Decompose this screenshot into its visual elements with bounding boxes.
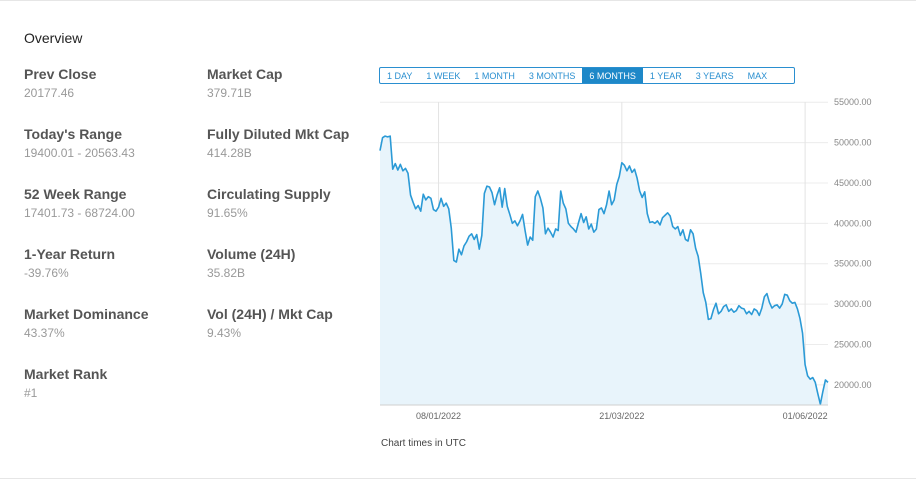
- stat-prev-close: Prev Close 20177.46: [24, 66, 204, 100]
- stat-value: 17401.73 - 68724.00: [24, 206, 135, 220]
- range-1-year-button[interactable]: 1 YEAR: [649, 70, 682, 81]
- stat-market-dominance: Market Dominance 43.37%: [24, 306, 204, 340]
- stat-value: 9.43%: [207, 326, 242, 340]
- range-1-week-button[interactable]: 1 WEEK: [426, 70, 461, 81]
- stat-value: -39.76%: [24, 266, 69, 280]
- stat-market-rank: Market Rank #1: [24, 366, 204, 400]
- stat-value: 43.37%: [24, 326, 65, 340]
- price-area-fill: [380, 136, 828, 405]
- stat-label: Market Rank: [24, 366, 108, 382]
- range-3-months-button[interactable]: 3 MONTHS: [528, 70, 576, 81]
- x-tick-label: 08/01/2022: [416, 411, 461, 421]
- y-tick-label: 40000.00: [834, 218, 872, 228]
- stat-fully-diluted-mkt-cap: Fully Diluted Mkt Cap 414.28B: [207, 126, 387, 160]
- stat-label: 52 Week Range: [24, 186, 127, 202]
- range-6-months-button[interactable]: 6 MONTHS: [582, 68, 643, 83]
- range-max-button[interactable]: MAX: [747, 70, 768, 81]
- y-tick-label: 35000.00: [834, 259, 872, 269]
- stat-value: 379.71B: [207, 86, 252, 100]
- stat-circulating-supply: Circulating Supply 91.65%: [207, 186, 387, 220]
- top-divider: [0, 0, 916, 1]
- bottom-divider: [0, 478, 916, 479]
- stat-label: Market Cap: [207, 66, 283, 82]
- stat-52-week-range: 52 Week Range 17401.73 - 68724.00: [24, 186, 204, 220]
- stat-1-year-return: 1-Year Return -39.76%: [24, 246, 204, 280]
- time-range-selector: 1 DAY 1 WEEK 1 MONTH 3 MONTHS 6 MONTHS 1…: [379, 67, 795, 84]
- section-title: Overview: [24, 30, 83, 46]
- stat-label: Fully Diluted Mkt Cap: [207, 126, 350, 142]
- y-tick-label: 50000.00: [834, 138, 872, 148]
- stat-value: 91.65%: [207, 206, 248, 220]
- y-tick-label: 25000.00: [834, 339, 872, 349]
- stat-value: 20177.46: [24, 86, 75, 100]
- stat-vol-mkt-cap: Vol (24H) / Mkt Cap 9.43%: [207, 306, 387, 340]
- stat-label: Prev Close: [24, 66, 97, 82]
- range-1-month-button[interactable]: 1 MONTH: [474, 70, 515, 81]
- stat-value: 414.28B: [207, 146, 252, 160]
- range-1-day-button[interactable]: 1 DAY: [387, 70, 413, 81]
- stat-label: Vol (24H) / Mkt Cap: [207, 306, 333, 322]
- stat-value: 35.82B: [207, 266, 246, 280]
- x-tick-label: 21/03/2022: [599, 411, 644, 421]
- y-tick-label: 30000.00: [834, 299, 872, 309]
- stat-label: Market Dominance: [24, 306, 149, 322]
- price-line: [379, 135, 829, 405]
- stat-label: Today's Range: [24, 126, 122, 142]
- stat-label: 1-Year Return: [24, 246, 116, 262]
- stat-label: Circulating Supply: [207, 186, 331, 202]
- stat-volume-24h: Volume (24H) 35.82B: [207, 246, 387, 280]
- stat-market-cap: Market Cap 379.71B: [207, 66, 387, 100]
- stat-value: 19400.01 - 20563.43: [24, 146, 135, 160]
- stat-label: Volume (24H): [207, 246, 296, 262]
- chart-timezone-note: Chart times in UTC: [381, 438, 467, 449]
- stat-todays-range: Today's Range 19400.01 - 20563.43: [24, 126, 204, 160]
- y-tick-label: 45000.00: [834, 178, 872, 188]
- range-3-years-button[interactable]: 3 YEARS: [695, 70, 734, 81]
- x-tick-label: 01/06/2022: [783, 411, 828, 421]
- y-tick-label: 20000.00: [834, 380, 872, 390]
- stat-value: #1: [24, 386, 38, 400]
- y-tick-label: 55000.00: [834, 97, 872, 107]
